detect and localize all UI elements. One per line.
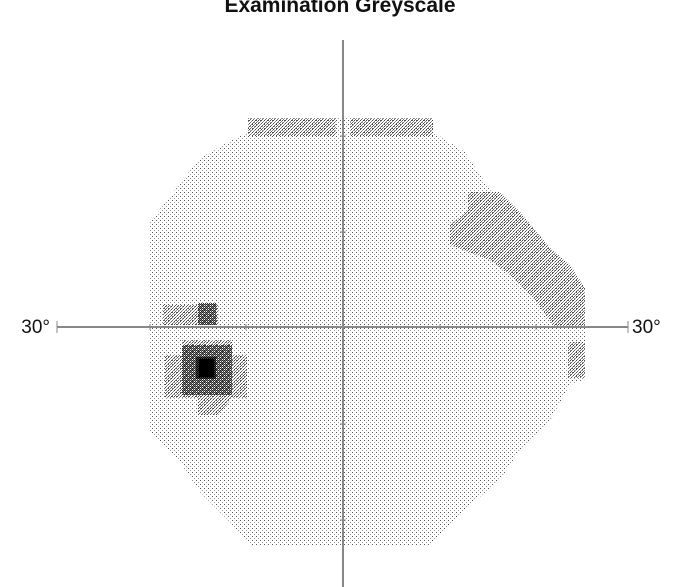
field-area (150, 118, 585, 545)
scotoma-black (199, 359, 214, 377)
left-patch (198, 303, 216, 325)
axis-label-left: 30° (21, 317, 50, 338)
axes (56, 40, 629, 587)
title: Examination Greyscale (224, 0, 455, 17)
axis-label-right: 30° (632, 317, 661, 338)
top-band (248, 118, 336, 136)
right-band (450, 192, 585, 328)
right-patch (568, 342, 585, 378)
field (150, 118, 585, 545)
top-band (350, 118, 433, 136)
